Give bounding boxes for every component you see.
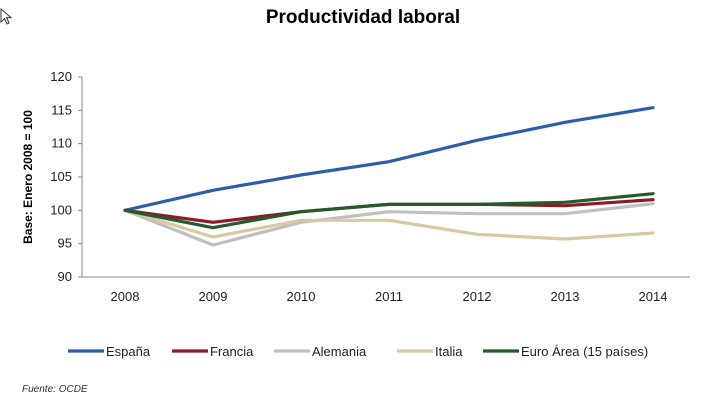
series-line-4 bbox=[123, 208, 655, 241]
y-tick-label: 120 bbox=[50, 69, 72, 84]
legend-entry: Euro Área (15 países) bbox=[521, 344, 648, 359]
legend-entry: España bbox=[106, 344, 151, 359]
chart-title: Productividad laboral bbox=[266, 7, 460, 28]
series-line-3 bbox=[123, 202, 655, 247]
x-tick-label: 2014 bbox=[639, 289, 668, 304]
y-tick-label: 110 bbox=[51, 136, 72, 151]
y-axis: 90 95 100 105 110 115 120 bbox=[50, 69, 83, 284]
legend-entry: Alemania bbox=[312, 344, 367, 359]
y-tick-label: 105 bbox=[50, 169, 72, 184]
x-axis: 2008 2009 2010 2011 2012 2013 2014 bbox=[82, 276, 690, 304]
y-axis-label: Base: Enero 2008 = 100 bbox=[21, 110, 35, 244]
series-line-1 bbox=[123, 106, 655, 212]
x-tick-label: 2012 bbox=[463, 289, 492, 304]
x-tick-label: 2008 bbox=[111, 289, 140, 304]
series-lines bbox=[123, 106, 655, 247]
y-tick-label: 115 bbox=[51, 102, 72, 117]
legend: España Francia Alemania Italia Euro Área (15… bbox=[68, 344, 648, 359]
series-line-5 bbox=[123, 192, 655, 230]
y-tick-label: 95 bbox=[58, 236, 72, 251]
source-note: Fuente: OCDE bbox=[22, 384, 88, 395]
mouse-pointer-icon bbox=[0, 8, 13, 25]
x-tick-label: 2009 bbox=[199, 289, 228, 304]
x-tick-label: 2011 bbox=[375, 289, 403, 304]
y-tick-label: 90 bbox=[58, 269, 72, 284]
y-tick-label: 100 bbox=[50, 202, 72, 217]
legend-entry: Francia bbox=[210, 344, 254, 359]
x-tick-label: 2010 bbox=[287, 289, 316, 304]
x-tick-label: 2013 bbox=[551, 289, 580, 304]
legend-entry: Italia bbox=[435, 344, 463, 359]
